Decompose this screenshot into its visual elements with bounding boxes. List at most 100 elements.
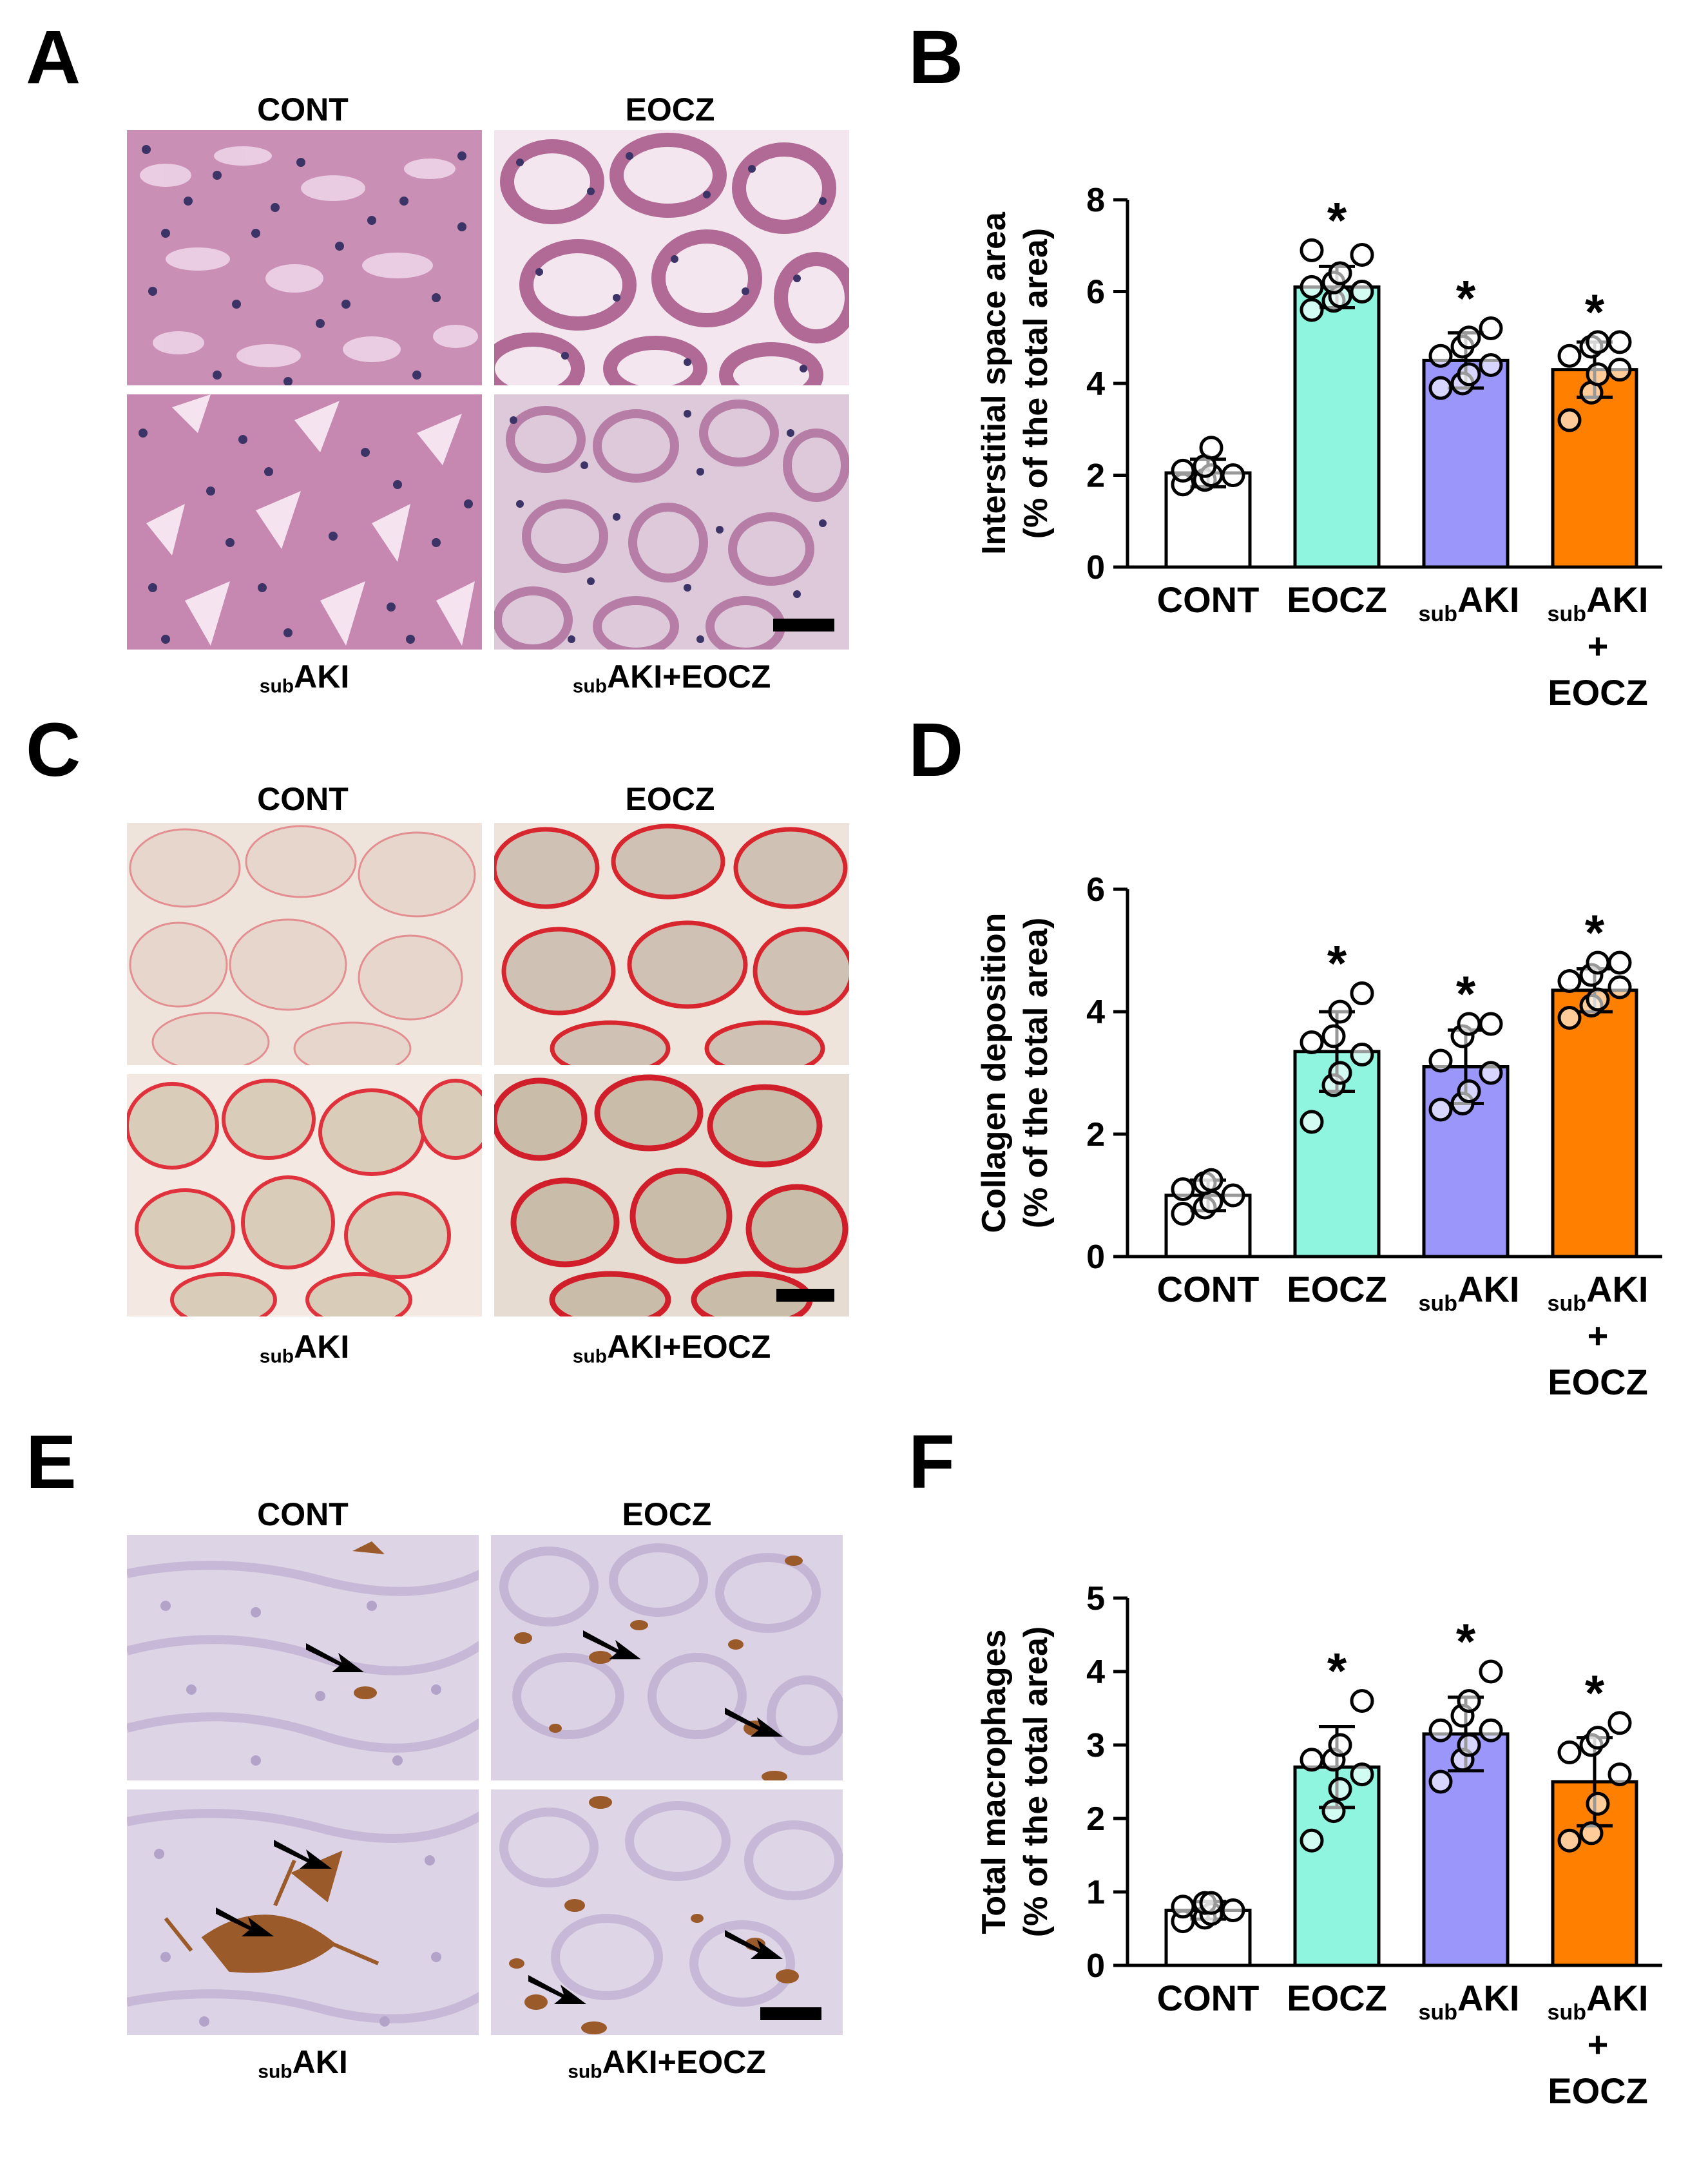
label-text: AKI [1457, 1269, 1519, 1309]
significance-star: * [1327, 1643, 1347, 1699]
significance-star: * [1327, 191, 1347, 248]
arrow-icon [274, 1840, 332, 1869]
he-micrograph-subaki-eocz [493, 393, 850, 651]
y-tick-label: 0 [1086, 549, 1105, 586]
significance-star: * [1456, 270, 1476, 327]
data-point [1328, 1777, 1352, 1801]
y-tick-label: 2 [1086, 1800, 1105, 1838]
data-point [1350, 981, 1374, 1005]
data-point [1457, 325, 1481, 350]
data-point [1328, 1733, 1352, 1757]
panel-letter-b: B [908, 15, 964, 100]
panel-letter-f: F [908, 1420, 955, 1505]
data-point [1607, 950, 1632, 975]
arrow-icon [725, 1930, 783, 1959]
arrow-icon [216, 1907, 274, 1936]
panel-letter-c: C [26, 708, 81, 793]
significance-star: * [1456, 1613, 1476, 1670]
data-point [1171, 1177, 1195, 1201]
he-micrograph-cont [126, 129, 483, 387]
y-tick-label: 2 [1086, 1116, 1105, 1153]
y-axis-title: Collagen deposition [975, 913, 1013, 1233]
x-tick-label: subAKI [1548, 579, 1649, 626]
data-point [1457, 1689, 1481, 1713]
panel-e-label-subaki: subAKI [126, 2046, 480, 2082]
scale-bar [776, 1289, 834, 1302]
data-point [1321, 1799, 1346, 1824]
data-point [1221, 463, 1245, 487]
he-texture [127, 394, 482, 650]
data-point [1199, 1891, 1223, 1915]
ihc-texture [491, 1789, 843, 2035]
panel-letter-d: D [908, 708, 964, 793]
data-point [1300, 1110, 1324, 1134]
x-tick-label-eocz: EOCZ [1548, 2070, 1648, 2111]
panel-letter-e: E [26, 1420, 77, 1505]
subscript: sub [1548, 1291, 1586, 1316]
y-axis-title-2: (% of the total area) [1017, 918, 1055, 1229]
arrow-icon [725, 1708, 783, 1737]
data-point [1607, 1711, 1632, 1735]
data-point [1300, 275, 1324, 299]
data-point [1300, 238, 1324, 262]
data-point [1300, 1030, 1324, 1054]
subscript: sub [1548, 602, 1586, 626]
x-tick-label: CONT [1157, 1978, 1260, 2018]
arrow-icon [306, 1643, 364, 1672]
data-point [1586, 1726, 1610, 1750]
y-tick-label: 8 [1086, 182, 1105, 219]
data-point [1321, 1024, 1346, 1048]
data-point [1350, 243, 1374, 267]
y-axis-title-2: (% of the total area) [1017, 228, 1055, 539]
label-text: AKI [1586, 1978, 1648, 2018]
data-point [1607, 975, 1632, 999]
data-point [1350, 1762, 1374, 1787]
panel-a-label-subaki: subAKI [126, 661, 483, 697]
data-point [1171, 1895, 1195, 1919]
bar [1293, 285, 1381, 569]
data-point [1300, 1748, 1324, 1772]
data-point [1171, 458, 1195, 483]
x-tick-label: subAKI [1419, 579, 1520, 626]
data-point [1586, 362, 1610, 387]
picrosirius-micrograph-subaki-eocz [493, 1073, 850, 1318]
picrosirius-texture [127, 1074, 482, 1316]
data-point [1428, 1097, 1453, 1122]
picrosirius-micrograph-cont [126, 822, 483, 1066]
x-tick-label-eocz: EOCZ [1548, 672, 1648, 713]
picrosirius-micrograph-subaki [126, 1073, 483, 1318]
picrosirius-texture [494, 1074, 849, 1316]
data-point [1457, 362, 1481, 387]
y-tick-label: 3 [1086, 1727, 1105, 1764]
picrosirius-texture [127, 823, 482, 1065]
x-tick-label-plus: + [1588, 2024, 1609, 2065]
ihc-micrograph-cont [126, 1534, 480, 1782]
subscript: sub [572, 1345, 608, 1367]
label-text: AKI [1457, 579, 1519, 620]
data-point [1557, 969, 1582, 993]
data-point [1328, 261, 1352, 285]
y-tick-label: 4 [1086, 994, 1105, 1031]
label-text: AKI [1586, 579, 1648, 620]
y-tick-label: 1 [1086, 1874, 1105, 1911]
data-point [1557, 408, 1582, 432]
data-point [1221, 1183, 1245, 1208]
panel-letter-a: A [26, 15, 81, 100]
he-micrograph-subaki [126, 393, 483, 651]
x-tick-label: EOCZ [1287, 1269, 1387, 1309]
x-tick-label: subAKI [1548, 1269, 1649, 1316]
x-tick-label: EOCZ [1287, 1978, 1387, 2018]
y-tick-label: 2 [1086, 458, 1105, 495]
data-point [1300, 1828, 1324, 1853]
panel-e-label-eocz: EOCZ [622, 1496, 712, 1532]
x-tick-label: CONT [1157, 1269, 1260, 1309]
y-axis-title: Interstitial space area [975, 211, 1013, 555]
y-tick-label: 4 [1086, 1654, 1105, 1691]
panel-c-label-subaki-eocz: subAKI+EOCZ [493, 1331, 850, 1367]
data-point [1557, 1828, 1582, 1853]
data-point [1607, 358, 1632, 382]
subscript: sub [568, 2061, 602, 2083]
data-point [1428, 343, 1453, 368]
subscript: sub [1419, 1291, 1457, 1316]
data-point [1586, 1791, 1610, 1816]
